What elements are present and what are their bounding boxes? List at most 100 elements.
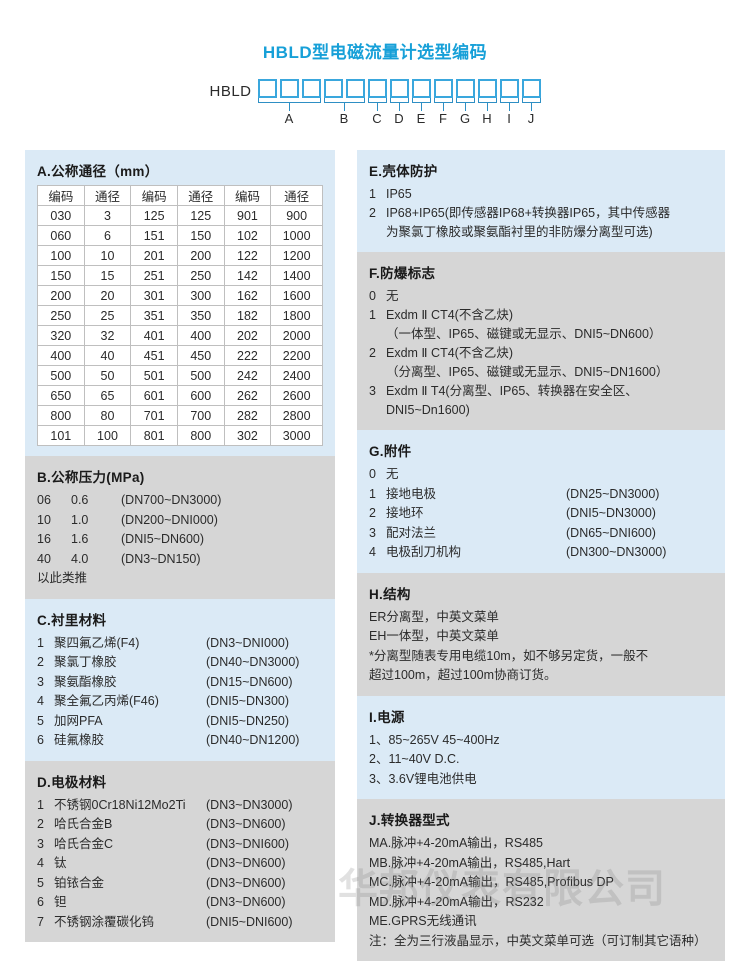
table-cell: 182 (223, 305, 272, 326)
code-box-9[interactable] (433, 79, 453, 98)
table-cell: 901 (223, 205, 272, 226)
group-bracket-icon (521, 98, 541, 103)
item-index: 1 (369, 486, 376, 501)
code-group-J: J (521, 98, 541, 130)
code-box-7[interactable] (389, 79, 409, 98)
section-h-title: H.结构 (369, 586, 411, 602)
table-cell: 242 (223, 365, 272, 386)
item-label: 钽 (54, 895, 67, 909)
table-column-header: 编码 (223, 185, 272, 206)
code-box-10[interactable] (455, 79, 475, 98)
group-bracket-icon (477, 98, 497, 103)
group-label: C (372, 111, 382, 126)
table-cell: 200 (176, 245, 225, 266)
item-label: （一体型、IP65、磁键或无显示、DNI5~DN600） (386, 327, 662, 341)
item-label: 配对法兰 (386, 525, 437, 540)
table-cell: 162 (223, 285, 272, 306)
group-stem-icon (343, 103, 345, 111)
table-cell: 320 (37, 325, 85, 346)
code-box-8[interactable] (411, 79, 431, 98)
protection-row: 1 IP65 (369, 185, 713, 204)
item-label: 加网PFA (54, 713, 103, 728)
table-cell: 701 (130, 405, 178, 426)
code-box-1[interactable] (257, 79, 277, 98)
group-label: D (394, 111, 404, 126)
item-label: 钛 (54, 856, 67, 870)
code-box-2[interactable] (279, 79, 299, 98)
group-bracket-icon (455, 98, 475, 103)
item-range: (DN3~DN600) (206, 895, 286, 909)
group-bracket-icon (367, 98, 387, 103)
group-stem-icon (442, 103, 444, 111)
item-label: 接地电极 (386, 486, 437, 501)
item-range: (DNI5~DNI600) (206, 914, 293, 929)
item-index: 0 (369, 289, 376, 303)
table-cell: 20 (83, 285, 132, 306)
item-label: Exdm Ⅱ CT4(不含乙炔) (386, 346, 513, 360)
table-row: 030 3 125 125 901 900 (37, 205, 323, 226)
converter-type-line: MB.脉冲+4-20mA输出，RS485,Hart (369, 855, 571, 870)
group-stem-icon (420, 103, 422, 111)
table-column-header: 编码 (130, 185, 178, 206)
code-box-6[interactable] (367, 79, 387, 98)
item-label: 聚全氟乙丙烯(F46) (54, 694, 159, 708)
structure-line: ER分离型，中英文菜单 (369, 609, 499, 624)
item-label: 铂铱合金 (54, 875, 105, 890)
section-c: C.衬里材料 1 聚四氟乙烯(F4) (DN3~DNI000) 2 聚氯丁橡胶 (DN40… (25, 598, 335, 761)
code-box-13[interactable] (521, 79, 541, 98)
electrode-material-row: 4 钛 (DN3~DN600) (37, 854, 323, 874)
code-box-5[interactable] (345, 79, 365, 98)
group-stem-icon (398, 103, 400, 111)
table-cell: 102 (223, 225, 272, 246)
section-d-title: D.电极材料 (37, 774, 107, 790)
pressure-row: 06 0.6 (DN700~DN3000) (37, 491, 323, 511)
group-stem-icon (464, 103, 466, 111)
group-label: A (284, 111, 294, 126)
table-row: 150 15 251 250 142 1400 (37, 265, 323, 286)
table-cell: 600 (176, 385, 225, 406)
table-cell: 250 (176, 265, 225, 286)
code-box-4[interactable] (323, 79, 343, 98)
item-range: (DN65~DNI600) (566, 525, 656, 540)
table-cell: 200 (37, 285, 85, 306)
item-label: 为聚氯丁橡胶或聚氨酯衬里的非防爆分离型可选) (386, 225, 653, 239)
item-index: 4 (37, 856, 44, 870)
item-range: (DN40~DN1200) (206, 733, 300, 747)
table-cell: 222 (223, 345, 272, 366)
group-bracket-icon (389, 98, 409, 103)
section-b-note: 以此类推 (37, 571, 88, 585)
pressure-range: (DNI5~DN600) (121, 532, 205, 546)
item-label: 聚氯丁橡胶 (54, 655, 117, 669)
pressure-code: 06 (37, 493, 51, 507)
table-cell: 2600 (270, 385, 323, 406)
page-title: HBLD型电磁流量计选型编码 (262, 43, 488, 62)
code-box-11[interactable] (477, 79, 497, 98)
item-label: Exdm Ⅱ CT4(不含乙炔) (386, 308, 513, 322)
structure-line: 超过100m，超过100m协商订货。 (369, 668, 557, 682)
table-row: 500 50 501 500 242 2400 (37, 365, 323, 386)
group-bracket-icon (257, 98, 321, 103)
table-row: 650 65 601 600 262 2600 (37, 385, 323, 406)
item-index: 2 (369, 206, 376, 220)
table-cell: 601 (130, 385, 178, 406)
code-boxes[interactable] (257, 79, 541, 98)
table-cell: 32 (83, 325, 132, 346)
structure-line: *分离型随表专用电缆10m，如不够另定货，一般不 (369, 648, 649, 663)
table-cell: 450 (176, 345, 225, 366)
table-cell: 122 (223, 245, 272, 266)
section-h: H.结构 ER分离型，中英文菜单 EH一体型，中英文菜单 *分离型随表专用电缆10m… (357, 572, 725, 696)
table-cell: 15 (83, 265, 132, 286)
code-box-3[interactable] (301, 79, 321, 98)
table-cell: 80 (83, 405, 132, 426)
explosion-proof-row: 0（分离型、IP65、磁键或无显示、DNI5~DN1600） (369, 363, 713, 382)
table-cell: 201 (130, 245, 178, 266)
pressure-value: 1.6 (71, 532, 89, 546)
table-cell: 282 (223, 405, 272, 426)
protection-row: 2 IP68+IP65(即传感器IP68+转换器IP65，其中传感器 (369, 204, 713, 223)
code-box-12[interactable] (499, 79, 519, 98)
item-label: Exdm Ⅱ T4(分离型、IP65、转换器在安全区、 (386, 384, 638, 398)
item-index: 5 (37, 713, 44, 728)
group-label: G (459, 111, 471, 126)
